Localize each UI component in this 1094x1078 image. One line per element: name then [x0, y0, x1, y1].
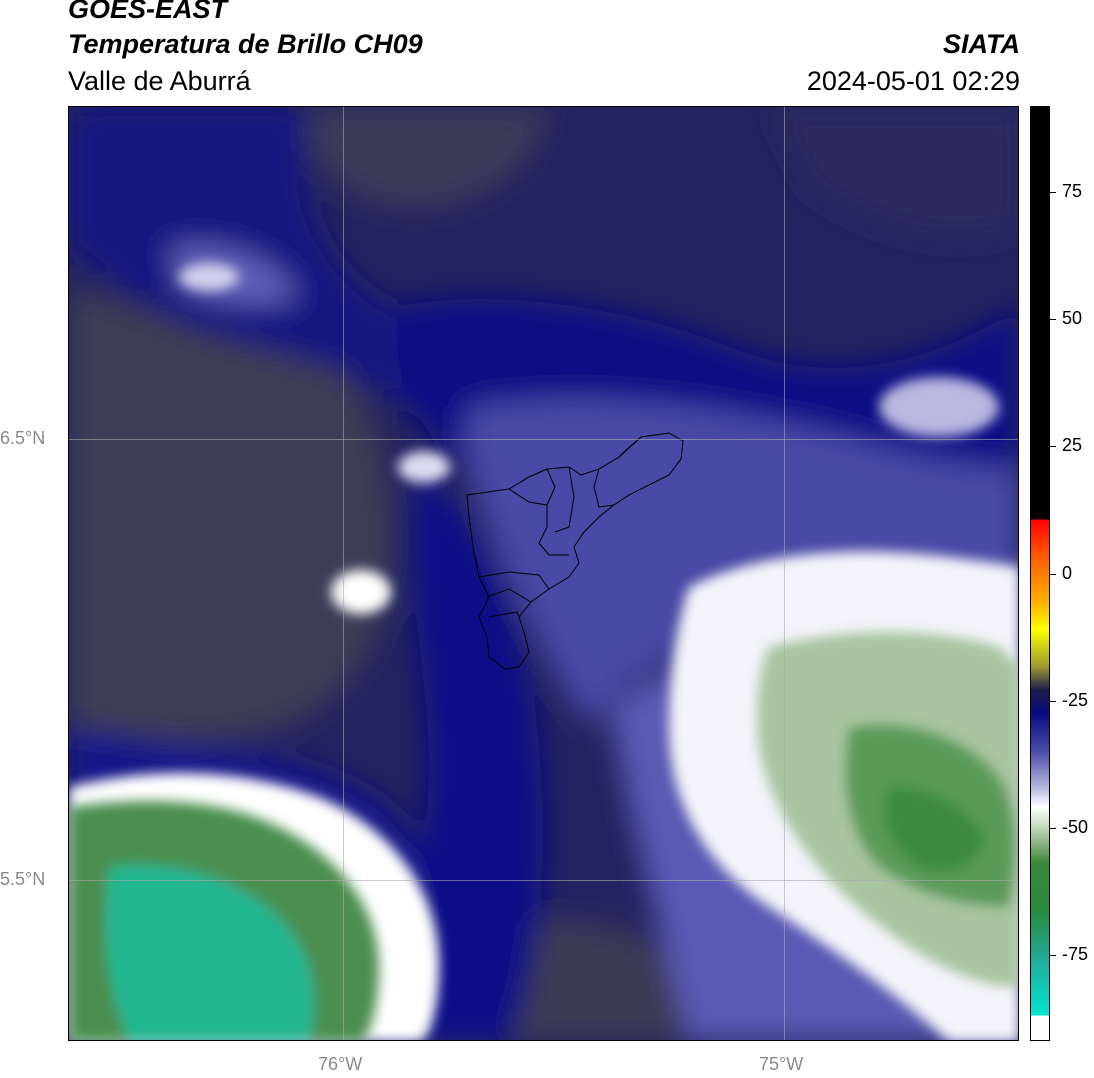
colorbar-tick — [1050, 955, 1056, 956]
colorbar — [1030, 106, 1050, 1041]
gridline-lat-6.5 — [69, 439, 1018, 440]
colorbar-tick-label: -25 — [1062, 690, 1089, 710]
colorbar-tick — [1050, 828, 1056, 829]
lat-label-6.5: 6.5°N — [0, 428, 46, 448]
region-label: Valle de Aburrá — [68, 66, 251, 96]
product-title: Temperatura de Brillo CH09 — [68, 29, 423, 59]
colorbar-tick-label: 75 — [1062, 181, 1083, 201]
gridline-lon-75 — [784, 107, 785, 1040]
gridline-lon-76 — [343, 107, 344, 1040]
satellite-title: GOES-EAST — [68, 0, 228, 24]
lon-label-76: 76°W — [318, 1054, 363, 1074]
colorbar-tick-label: 50 — [1062, 308, 1083, 328]
colorbar-tick-label: 0 — [1062, 563, 1073, 583]
datetime-label: 2024-05-01 02:29 — [806, 66, 1020, 96]
colorbar-tick — [1050, 446, 1056, 447]
brightness-temperature-map[interactable] — [68, 106, 1019, 1041]
organization-label: SIATA — [943, 29, 1020, 59]
colorbar-tick-label: -50 — [1062, 817, 1089, 837]
colorbar-tick — [1050, 574, 1056, 575]
colorbar-tick — [1050, 701, 1056, 702]
lon-label-75: 75°W — [759, 1054, 804, 1074]
colorbar-tick — [1050, 192, 1056, 193]
map-field — [69, 107, 1018, 1040]
colorbar-tick — [1050, 319, 1056, 320]
gridline-lat-5.5 — [69, 880, 1018, 881]
colorbar-tick-label: -75 — [1062, 944, 1089, 964]
colorbar-tick-label: 25 — [1062, 435, 1083, 455]
lat-label-5.5: 5.5°N — [0, 869, 46, 889]
municipality-boundaries — [466, 432, 684, 670]
